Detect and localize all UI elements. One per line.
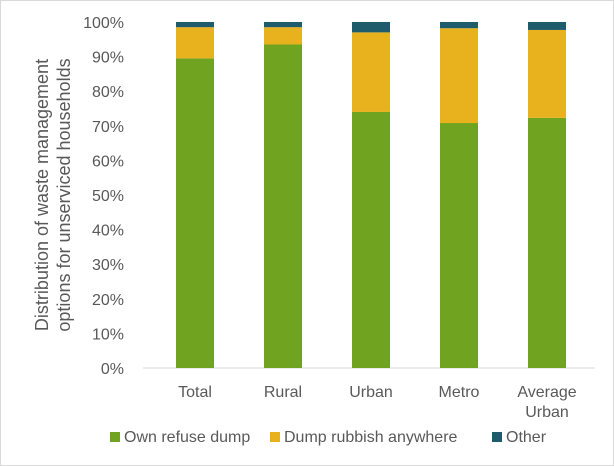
x-tick-label-line: Urban bbox=[349, 384, 393, 401]
x-tick-label: Total bbox=[178, 384, 212, 401]
y-tick-label: 20% bbox=[92, 292, 124, 309]
bar-segment-other bbox=[528, 22, 566, 30]
x-tick-label: Metro bbox=[439, 384, 480, 401]
bar-segment-dump-rubbish-anywhere bbox=[528, 29, 566, 118]
legend-label: Other bbox=[506, 429, 547, 446]
legend-label: Own refuse dump bbox=[124, 429, 250, 446]
y-axis-ticks: 0% 10% 20% 30% 40% 50% 60% 70% 80% 90% 100% bbox=[83, 15, 124, 378]
y-tick-label: 90% bbox=[92, 50, 124, 67]
y-axis-label: Distribution of waste management options … bbox=[32, 58, 74, 331]
bars bbox=[176, 22, 566, 369]
bar-segment-other bbox=[176, 22, 214, 28]
y-tick-label: 70% bbox=[92, 119, 124, 136]
legend-label: Dump rubbish anywhere bbox=[284, 429, 458, 446]
legend-swatch bbox=[270, 432, 280, 442]
bar-segment-other bbox=[352, 22, 390, 33]
x-tick-label-line: Total bbox=[178, 384, 212, 401]
y-tick-label: 100% bbox=[83, 15, 124, 32]
legend-swatch bbox=[492, 432, 502, 442]
bar-segment-own-refuse-dump bbox=[528, 117, 566, 368]
bar-segment-own-refuse-dump bbox=[440, 123, 478, 368]
y-tick-label: 40% bbox=[92, 223, 124, 240]
bar-segment-dump-rubbish-anywhere bbox=[440, 28, 478, 124]
y-tick-label: 30% bbox=[92, 257, 124, 274]
legend: Own refuse dump Dump rubbish anywhere Othe… bbox=[110, 429, 547, 446]
y-axis-title-line: Distribution of waste management bbox=[32, 59, 52, 331]
x-tick-label: Urban bbox=[349, 384, 393, 401]
bar-segment-dump-rubbish-anywhere bbox=[352, 32, 390, 112]
x-tick-label-line: Urban bbox=[525, 404, 569, 421]
x-tick-label: Rural bbox=[264, 384, 302, 401]
bar-segment-own-refuse-dump bbox=[352, 111, 390, 369]
x-tick-label-line: Metro bbox=[439, 384, 480, 401]
bar-segment-dump-rubbish-anywhere bbox=[176, 27, 214, 59]
y-tick-label: 60% bbox=[92, 153, 124, 170]
x-tick-label: Average Urban bbox=[517, 384, 576, 421]
bar-segment-other bbox=[264, 22, 302, 28]
bar-segment-other bbox=[440, 22, 478, 29]
bar-segment-own-refuse-dump bbox=[176, 58, 214, 369]
y-tick-label: 10% bbox=[92, 326, 124, 343]
x-axis-ticks: Total Rural Urban Metro Average Urban bbox=[178, 384, 577, 421]
y-axis-title-line: options for unserviced households bbox=[54, 58, 74, 331]
x-tick-label-line: Average bbox=[517, 384, 576, 401]
y-tick-label: 50% bbox=[92, 188, 124, 205]
x-tick-label-line: Rural bbox=[264, 384, 302, 401]
y-axis-title: Distribution of waste management options … bbox=[32, 58, 74, 331]
bar-segment-own-refuse-dump bbox=[264, 44, 302, 369]
legend-swatch bbox=[110, 432, 120, 442]
y-tick-label: 0% bbox=[101, 361, 124, 378]
bar-segment-dump-rubbish-anywhere bbox=[264, 27, 302, 45]
y-tick-label: 80% bbox=[92, 84, 124, 101]
